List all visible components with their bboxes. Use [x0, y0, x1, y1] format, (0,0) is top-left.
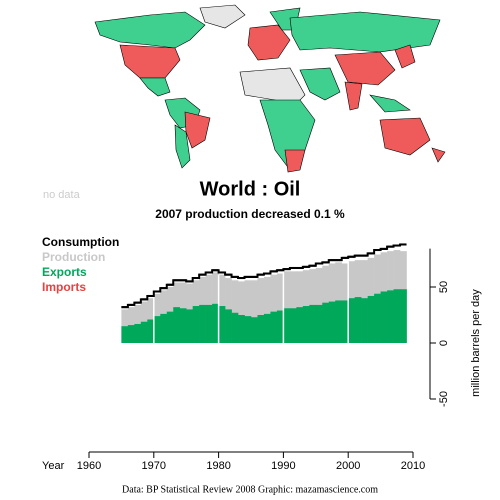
- area-step: [341, 300, 349, 343]
- area-step: [322, 302, 330, 343]
- area-step: [212, 303, 219, 343]
- area-step: [270, 311, 278, 343]
- x-tick-label: 1980: [206, 460, 230, 472]
- area-step: [244, 316, 252, 343]
- area-step: [276, 310, 284, 343]
- area-step: [257, 278, 265, 343]
- area-step: [393, 289, 401, 343]
- area-step: [354, 297, 362, 343]
- area-step: [400, 289, 407, 343]
- area-step: [231, 312, 239, 343]
- area-step: [361, 298, 368, 343]
- area-step: [199, 304, 206, 343]
- area-step: [186, 309, 193, 343]
- legend-entry: Exports: [42, 265, 87, 279]
- area-step: [231, 280, 239, 343]
- area-step: [166, 311, 174, 343]
- x-tick-label: 1970: [142, 460, 166, 472]
- y-tick-label: -50: [438, 391, 450, 407]
- area-step: [251, 317, 258, 343]
- area-step: [283, 308, 291, 343]
- area-step: [263, 313, 271, 343]
- area-step: [225, 309, 232, 343]
- chart-title: World : Oil: [200, 178, 301, 200]
- area-step: [121, 326, 129, 343]
- area-step: [289, 271, 297, 343]
- no-data-label: no data: [43, 189, 81, 201]
- area-step: [192, 306, 200, 343]
- chart-subtitle: 2007 production decreased 0.1 %: [155, 207, 345, 221]
- x-tick-label: 2000: [336, 460, 360, 472]
- area-step: [147, 319, 155, 343]
- area-step: [367, 295, 375, 343]
- y-tick-label: 0: [438, 340, 450, 346]
- area-step: [270, 274, 278, 343]
- area-step: [335, 300, 343, 343]
- area-step: [374, 293, 381, 343]
- area-step: [263, 276, 271, 343]
- legend-entry: Imports: [42, 280, 86, 294]
- x-tick-label: 2010: [401, 460, 425, 472]
- area-step: [309, 304, 317, 343]
- area-step: [127, 325, 135, 343]
- area-step: [257, 315, 265, 343]
- area-step: [134, 323, 142, 343]
- area-step: [302, 306, 310, 343]
- world-map: [94, 4, 446, 173]
- legend-entry: Production: [42, 250, 105, 264]
- area-step: [238, 281, 245, 343]
- area-step: [238, 315, 245, 343]
- area-step: [153, 316, 161, 343]
- legend-entry: Consumption: [42, 235, 119, 249]
- area-step: [276, 273, 284, 343]
- x-axis-label: Year: [42, 460, 65, 472]
- area-step: [315, 304, 323, 343]
- area-step: [283, 271, 291, 343]
- area-step: [380, 291, 388, 343]
- area-step: [328, 301, 336, 343]
- area-step: [173, 307, 181, 343]
- area-step: [348, 298, 355, 343]
- x-tick-label: 1990: [271, 460, 295, 472]
- x-tick-label: 1960: [77, 460, 101, 472]
- area-step: [140, 321, 148, 343]
- area-step: [251, 280, 258, 343]
- area-step: [387, 290, 394, 343]
- area-step: [179, 308, 187, 343]
- area-step: [160, 313, 168, 343]
- area-step: [218, 306, 226, 343]
- area-step: [205, 304, 213, 343]
- area-step: [244, 280, 252, 343]
- source-note: Data: BP Statistical Review 2008 Graphic…: [122, 484, 378, 495]
- y-axis-label: million barrels per day: [470, 289, 482, 397]
- area-step: [289, 308, 297, 343]
- area-step: [296, 307, 304, 343]
- consumption-connector: [121, 243, 407, 309]
- y-tick-label: 50: [438, 281, 450, 293]
